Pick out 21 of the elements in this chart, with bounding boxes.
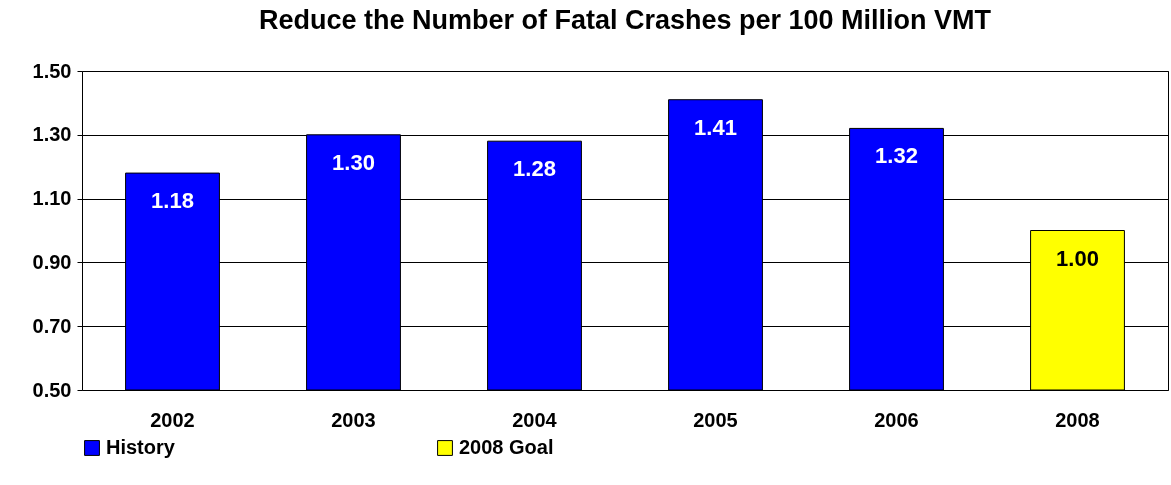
- x-tick-label: 2004: [512, 408, 558, 431]
- x-tick-label: 2008: [1055, 408, 1100, 431]
- x-tick-label: 2003: [331, 408, 376, 431]
- chart-title: Reduce the Number of Fatal Crashes per 100 Million VMT: [258, 5, 992, 35]
- data-label: 1.18: [151, 188, 194, 214]
- y-tick-label: 0.90: [32, 250, 72, 273]
- y-tick-label: 0.50: [32, 378, 72, 401]
- y-tick-label: 0.70: [32, 314, 72, 337]
- y-tick-label: 1.30: [32, 123, 72, 146]
- legend-label: History: [106, 436, 176, 458]
- data-label: 1.00: [1056, 245, 1099, 271]
- x-tick-label: 2005: [693, 408, 738, 431]
- data-label: 1.30: [332, 149, 375, 175]
- x-tick-label: 2002: [150, 408, 195, 431]
- y-tick-label: 1.50: [32, 59, 72, 82]
- data-label: 1.28: [513, 156, 556, 182]
- x-tick-label: 2006: [874, 408, 919, 431]
- data-label: 1.41: [694, 114, 737, 140]
- y-tick-label: 1.10: [32, 187, 72, 210]
- legend-label: 2008 Goal: [459, 436, 554, 458]
- data-label: 1.32: [875, 143, 918, 169]
